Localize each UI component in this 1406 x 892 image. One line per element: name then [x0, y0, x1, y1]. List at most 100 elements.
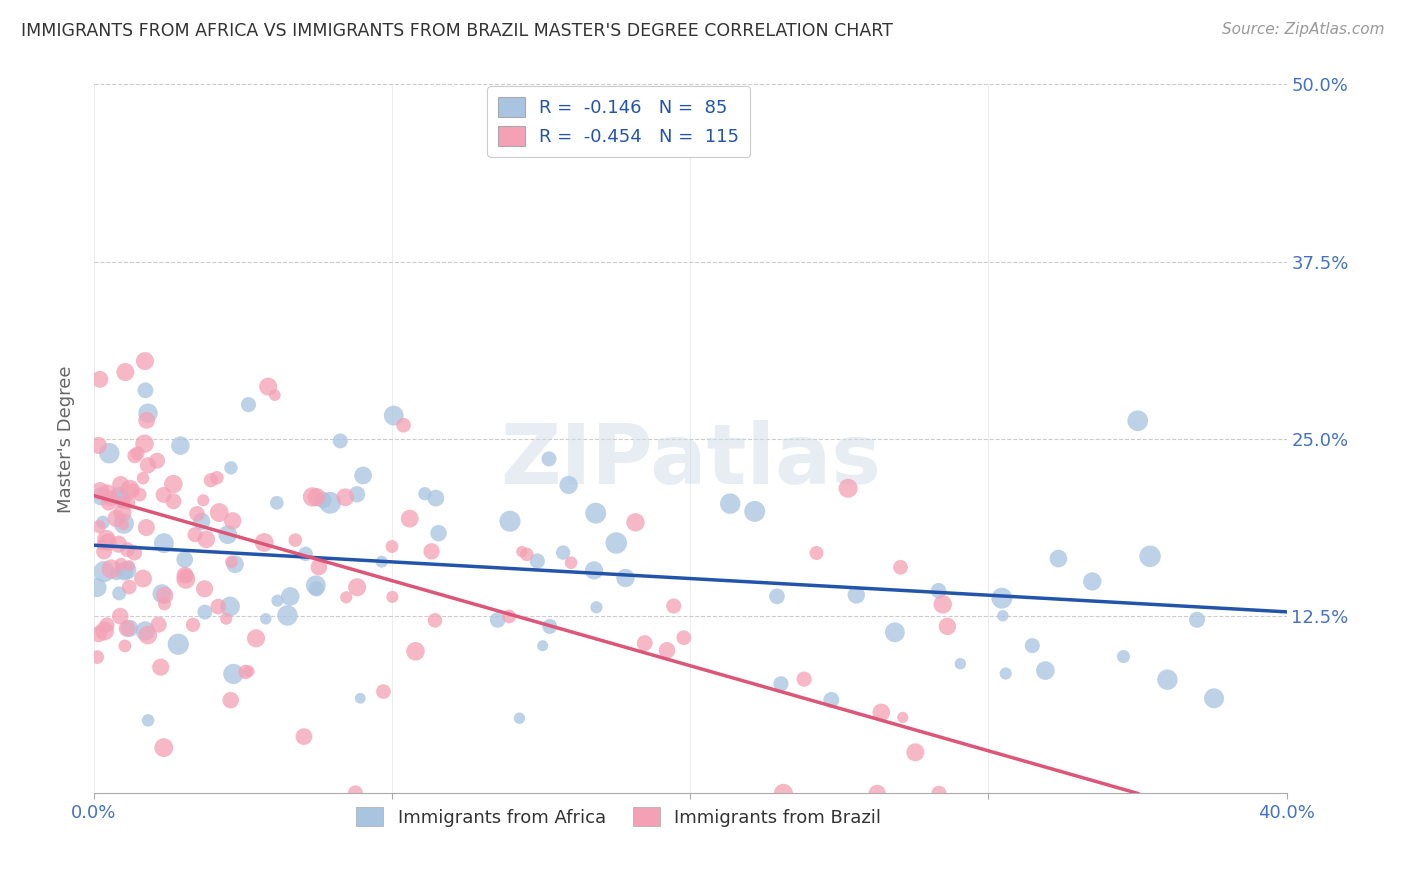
Point — [149, 660, 172, 674]
Point — [146, 453, 169, 467]
Point — [135, 520, 157, 534]
Point — [254, 612, 277, 626]
Point — [1202, 691, 1225, 706]
Point — [89, 484, 111, 499]
Point — [105, 566, 128, 581]
Point — [134, 384, 156, 398]
Point — [115, 563, 138, 577]
Point — [100, 491, 122, 506]
Point — [107, 537, 129, 551]
Point — [136, 714, 159, 728]
Point — [1035, 664, 1057, 678]
Point — [381, 540, 404, 554]
Point — [370, 555, 392, 569]
Point — [135, 413, 157, 427]
Point — [994, 666, 1017, 681]
Point — [344, 786, 367, 800]
Point — [305, 490, 328, 504]
Point — [98, 446, 121, 460]
Point — [292, 730, 315, 744]
Point — [124, 449, 146, 463]
Point — [516, 547, 538, 561]
Point — [398, 511, 420, 525]
Point — [772, 786, 794, 800]
Point — [152, 740, 174, 755]
Text: ZIPatlas: ZIPatlas — [499, 419, 880, 500]
Point — [889, 560, 911, 574]
Point — [346, 580, 368, 594]
Point — [319, 496, 342, 510]
Point — [173, 552, 195, 566]
Point — [526, 554, 548, 568]
Point — [111, 495, 134, 509]
Point — [112, 564, 135, 578]
Point — [207, 599, 229, 614]
Point — [392, 418, 415, 433]
Point — [766, 590, 789, 604]
Point — [932, 597, 955, 611]
Point — [93, 624, 115, 638]
Point — [257, 379, 280, 393]
Point — [1126, 414, 1149, 428]
Point — [93, 544, 115, 558]
Point — [585, 600, 607, 615]
Point — [174, 572, 197, 586]
Point — [167, 637, 190, 651]
Text: IMMIGRANTS FROM AFRICA VS IMMIGRANTS FROM BRAZIL MASTER'S DEGREE CORRELATION CHA: IMMIGRANTS FROM AFRICA VS IMMIGRANTS FRO… — [21, 22, 893, 40]
Point — [585, 506, 607, 520]
Point — [1112, 649, 1135, 664]
Point — [110, 609, 132, 624]
Point — [186, 507, 208, 521]
Point — [90, 489, 112, 503]
Point — [122, 483, 145, 498]
Point — [245, 632, 267, 646]
Point — [420, 544, 443, 558]
Point — [928, 786, 950, 800]
Point — [110, 477, 132, 491]
Point — [866, 786, 889, 800]
Point — [193, 582, 215, 596]
Point — [557, 478, 579, 492]
Point — [132, 572, 155, 586]
Point — [195, 533, 218, 547]
Point — [949, 657, 972, 671]
Point — [105, 511, 128, 525]
Point — [301, 490, 323, 504]
Point — [1021, 639, 1043, 653]
Point — [184, 527, 207, 541]
Point — [769, 677, 792, 691]
Point — [425, 491, 447, 505]
Point — [583, 563, 606, 577]
Point — [624, 516, 647, 530]
Point — [96, 486, 118, 500]
Point — [134, 436, 156, 450]
Point — [222, 667, 245, 681]
Point — [219, 599, 242, 614]
Point — [150, 587, 173, 601]
Point — [111, 506, 134, 520]
Point — [904, 745, 927, 759]
Point — [118, 580, 141, 594]
Point — [427, 526, 450, 541]
Point — [194, 605, 217, 619]
Point — [845, 588, 868, 602]
Point — [928, 583, 950, 598]
Point — [266, 593, 288, 607]
Point — [537, 451, 560, 466]
Point — [508, 711, 530, 725]
Point — [169, 439, 191, 453]
Point — [1047, 551, 1070, 566]
Point — [634, 636, 657, 650]
Point — [413, 486, 436, 500]
Point — [127, 446, 149, 460]
Point — [217, 527, 239, 541]
Point — [672, 631, 695, 645]
Point — [112, 516, 135, 531]
Point — [117, 496, 139, 510]
Point — [108, 586, 131, 600]
Point — [136, 458, 159, 473]
Point — [153, 597, 176, 611]
Point — [793, 672, 815, 686]
Point — [97, 496, 120, 510]
Point — [100, 562, 122, 576]
